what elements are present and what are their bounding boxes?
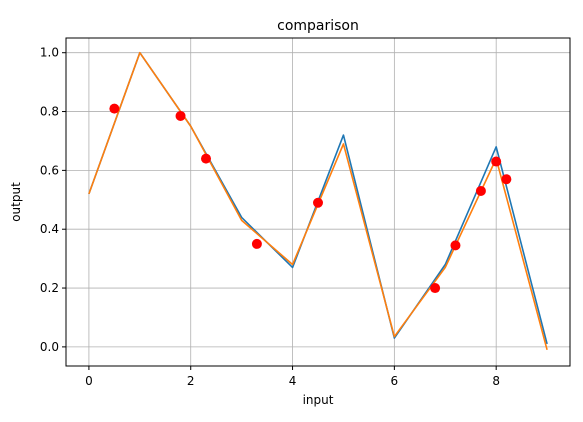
- scatter-point: [201, 153, 211, 164]
- y-tick-label: 0.4: [40, 222, 59, 236]
- x-axis-label: input: [303, 393, 334, 407]
- scatter-point: [251, 238, 262, 249]
- y-tick-label: 0.2: [40, 281, 59, 295]
- x-tick-label: 4: [289, 374, 297, 388]
- x-tick-label: 6: [391, 374, 399, 388]
- x-tick-label: 8: [492, 374, 500, 388]
- scatter-point: [175, 110, 186, 121]
- chart-title: comparison: [277, 18, 359, 34]
- y-tick-label: 1.0: [40, 46, 59, 60]
- y-tick-label: 0.0: [40, 340, 59, 354]
- y-tick-label: 0.6: [40, 163, 59, 177]
- x-tick-label: 0: [85, 374, 93, 388]
- scatter-point: [450, 240, 461, 251]
- scatter-point: [501, 174, 512, 185]
- scatter-points: [109, 103, 512, 294]
- scatter-point: [430, 283, 441, 294]
- plot-frame: [65, 37, 571, 367]
- y-axis-label: output: [9, 182, 23, 222]
- scatter-point: [475, 185, 486, 196]
- axis-ticks: 0 2 4 6 8 0.0 0.2 0.4 0.6 0.8 1.0: [40, 46, 500, 388]
- y-tick-label: 0.8: [40, 105, 59, 119]
- scatter-point: [313, 197, 323, 208]
- scatter-point: [109, 103, 120, 114]
- scatter-point: [491, 156, 502, 167]
- grid-lines: [66, 38, 570, 366]
- x-tick-label: 2: [187, 374, 195, 388]
